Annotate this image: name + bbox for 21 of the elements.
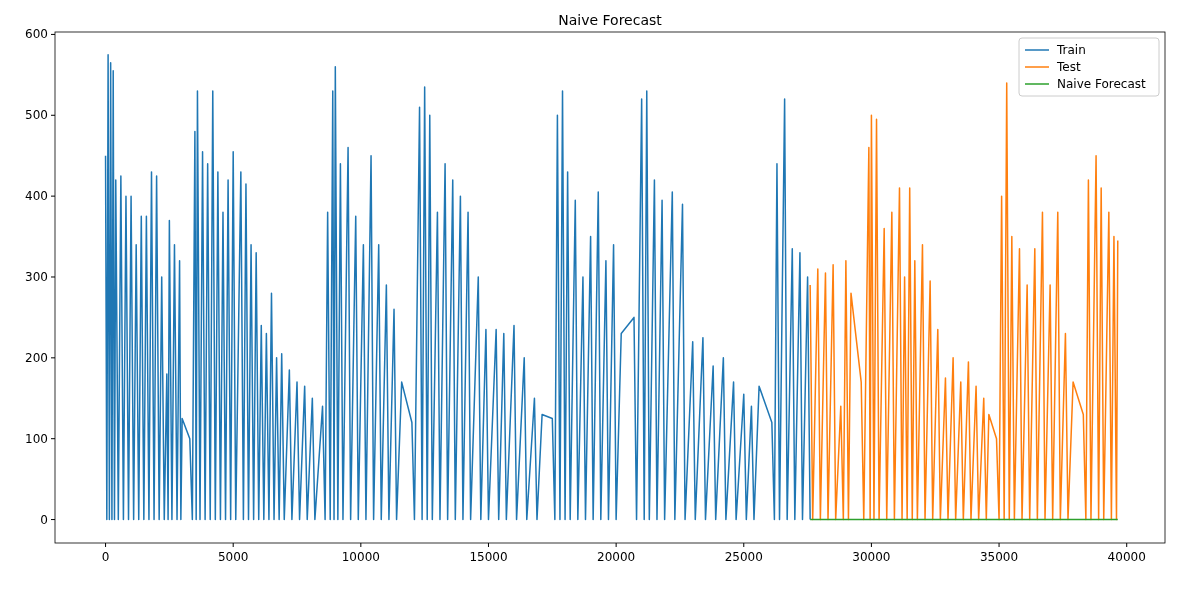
y-tick-label: 100 [25, 431, 48, 446]
x-tick-label: 20000 [597, 550, 636, 564]
legend-label: Test [1056, 60, 1081, 74]
x-tick-label: 0 [101, 550, 110, 564]
line-series [104, 53, 811, 521]
x-tick-label: 30000 [852, 550, 891, 564]
x-tick-label: 10000 [341, 550, 380, 564]
legend-label: Naive Forecast [1057, 77, 1147, 91]
x-tick-label: 40000 [1107, 550, 1146, 564]
y-tick-label: 600 [25, 27, 48, 42]
chart-title: Naive Forecast [558, 12, 663, 28]
y-tick-label: 400 [25, 189, 48, 204]
y-tick-label: 0 [40, 512, 48, 527]
y-tick-label: 500 [25, 108, 48, 123]
y-tick-label: 200 [25, 350, 48, 365]
x-tick-label: 25000 [724, 550, 763, 564]
x-tick-label: 15000 [469, 550, 508, 564]
x-tick-label: 35000 [979, 550, 1019, 564]
legend-label: Train [1056, 43, 1086, 57]
y-tick-label: 300 [25, 269, 48, 284]
x-tick-label: 5000 [217, 550, 249, 564]
